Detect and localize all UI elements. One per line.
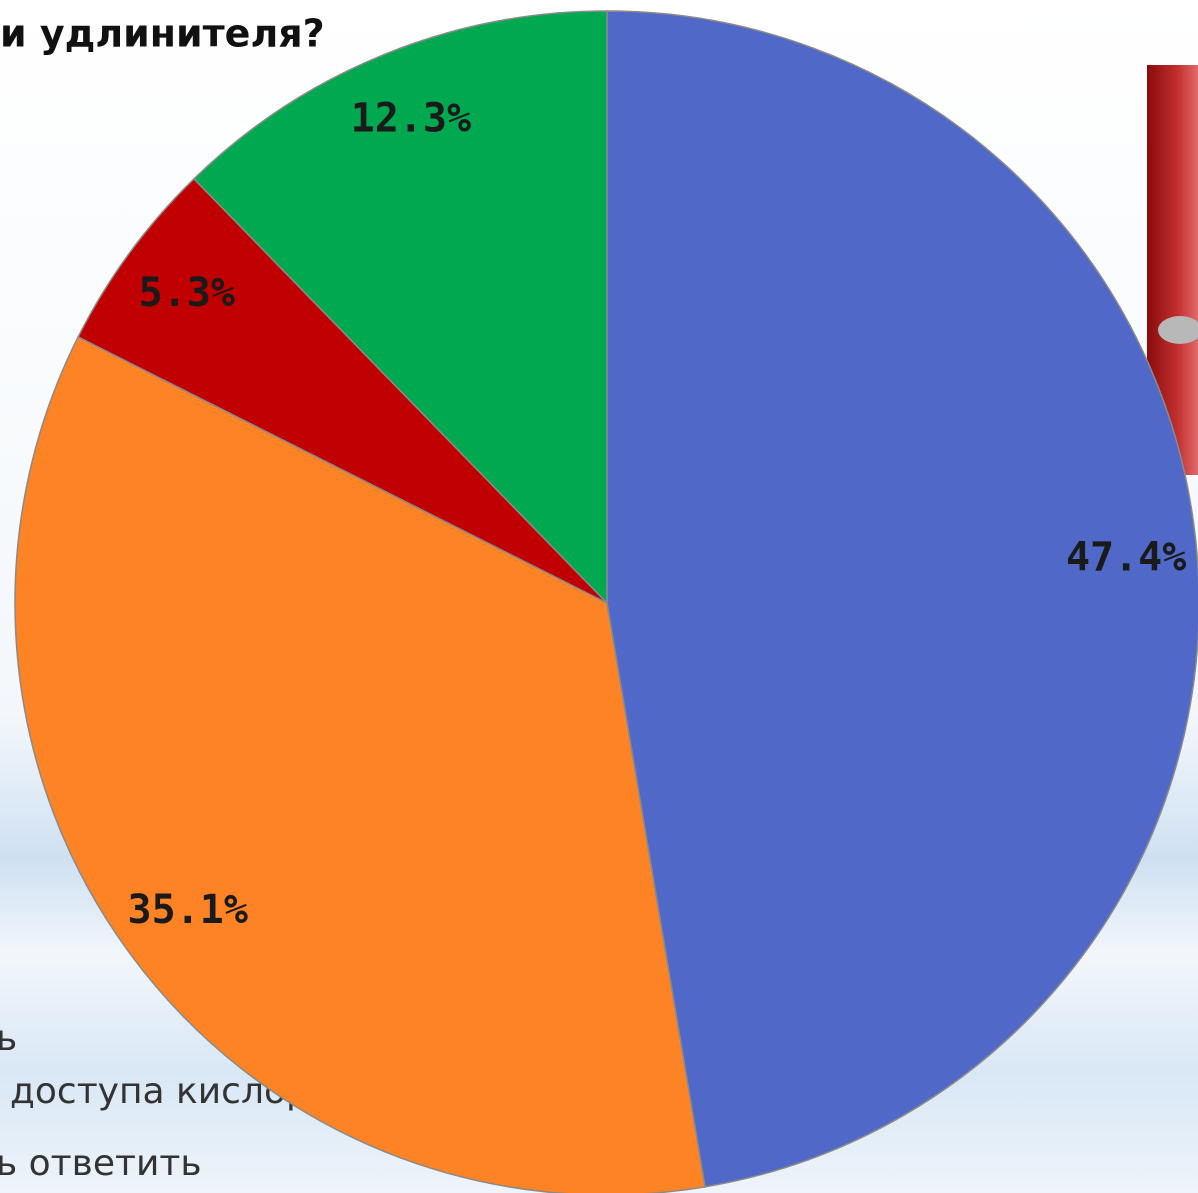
- chart-title: и удлинителя?: [0, 12, 325, 56]
- pie-slice: [14, 335, 706, 1193]
- data-label: 47.4%: [1066, 535, 1186, 581]
- legend-label: ь ответить: [0, 1143, 202, 1184]
- data-label: 12.3%: [351, 95, 471, 141]
- picture-detail: [1158, 316, 1198, 344]
- legend-label: ь: [0, 1018, 17, 1059]
- data-label: 5.3%: [139, 270, 235, 316]
- pie-slice: [606, 10, 1198, 1188]
- pie-slice: [192, 10, 608, 605]
- pie: 47.4% 35.1% 5.3% 12.3%: [14, 10, 1198, 1193]
- data-label: 35.1%: [128, 887, 248, 933]
- pie-slice: [77, 177, 608, 604]
